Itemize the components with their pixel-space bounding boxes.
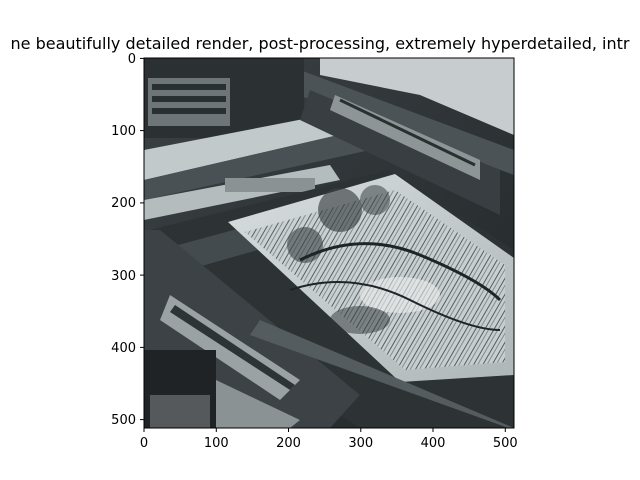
x-tick-label: 200 [276,436,301,451]
x-tick-label: 300 [348,436,373,451]
x-tick-label: 400 [421,436,446,451]
x-tick-label: 0 [140,436,148,451]
image-title: ne beautifully detailed render, post-pro… [10,34,630,53]
plot-frame [143,57,515,429]
y-tick-label: 400 [111,341,136,356]
y-tick-label: 0 [128,52,136,67]
y-tick-label: 100 [111,124,136,139]
y-tick-label: 300 [111,269,136,284]
x-tick-label: 500 [493,436,518,451]
x-tick-label: 100 [204,436,229,451]
y-tick-label: 500 [111,413,136,428]
y-tick-label: 200 [111,196,136,211]
x-axis: 0 100 200 300 400 500 [140,428,518,451]
press-photo [144,58,514,428]
y-axis: 0 100 200 300 400 500 [111,52,144,428]
